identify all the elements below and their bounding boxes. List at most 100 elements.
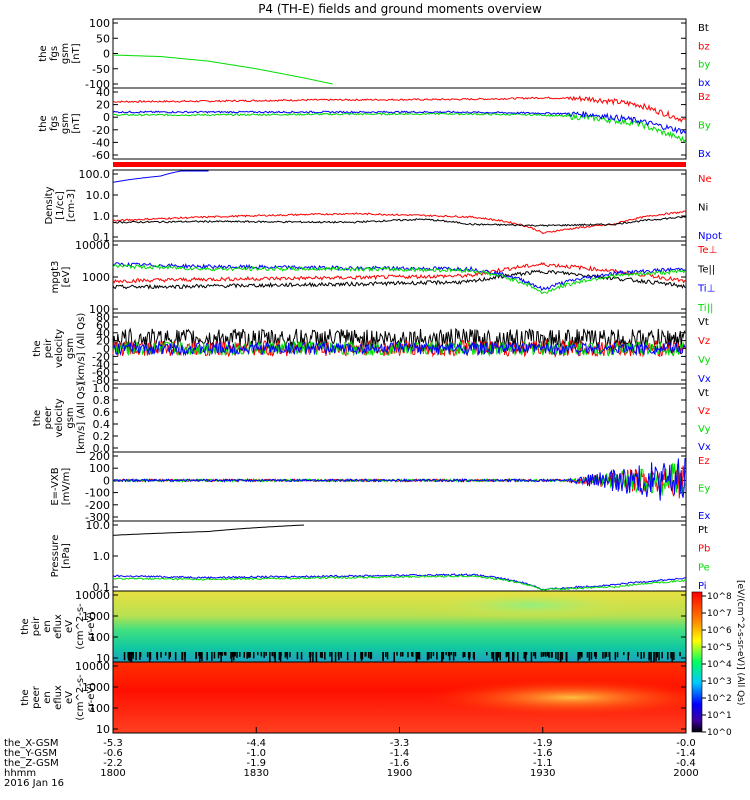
ion-spectrogram-dropout [127,652,129,658]
ion-spectrogram-dropout [367,652,370,658]
ion-spectrogram-dropout [393,652,395,662]
ion-spectrogram-dropout [508,652,510,662]
ion-spectrogram-dropout [135,652,137,661]
ion-spectrogram-dropout [329,652,331,657]
y-axis-label: peir [43,338,54,358]
ion-spectrogram-dropout [309,652,312,662]
ion-spectrogram-dropout [604,652,606,659]
ion-spectrogram-dropout [656,652,658,658]
y-axis-label: fgs [49,116,60,131]
y-axis-label: eV [64,620,75,633]
y-axis-label: sr-eV) [86,612,97,641]
ion-spectrogram-dropout [546,652,549,657]
ion-spectrogram-dropout [233,652,236,657]
x-axis-value: -5.3 [103,738,123,749]
y-tick-label: 10.0 [86,519,111,532]
x-axis-value: -1.6 [533,748,553,759]
ion-spectrogram-dropout [640,652,642,659]
ion-spectrogram-dropout [653,652,655,662]
legend-pressure-3: Pi [698,581,707,592]
y-axis-label: gsm [60,113,71,134]
legend-temp-3: Ti|| [697,303,713,314]
y-tick-label: 60 [96,319,110,332]
ion-spectrogram-dropout [321,652,323,659]
x-axis-row-label: the_Y-GSM [4,748,57,759]
ion-spectrogram-dropout [486,652,488,656]
y-tick-label: 1000 [82,681,110,694]
y-tick-label: 0.0 [93,442,111,455]
legend-density-1: Ni [698,203,708,214]
y-tick-label: -60 [92,149,110,162]
series-fgs_gsm-By [112,112,687,144]
x-axis-value: -1.4 [676,748,696,759]
legend-peir_vel-2: Vy [698,355,711,366]
y-axis-label: en [42,620,53,633]
ion-spectrogram-dropout [198,652,201,659]
ion-spectrogram-dropout [581,652,583,658]
y-tick-label: 10000 [75,239,110,252]
x-axis: the_X-GSM -5.3 -4.4 -3.3 -1.9 -0.0 the_Y-GSM -0… [4,727,699,789]
colorbar-tick-label: 10^0 [707,728,732,738]
ion-spectrogram-dropout [468,652,470,661]
ion-spectrogram-dropout [637,652,639,657]
ion-spectrogram-dropout [452,652,455,661]
ion-spectrogram-dropout [201,652,203,658]
ion-spectrogram-dropout [199,652,202,659]
legend-peer_vel-2: Vy [698,424,711,435]
y-tick-label: 100 [89,17,110,30]
ion-spectrogram-dropout [369,652,372,660]
ion-spectrogram-dropout [499,652,501,661]
y-tick-label: -40 [92,136,110,149]
legend-peir_vel-0: Vt [698,317,709,328]
legend-peer_vel-1: Vz [698,406,710,417]
legend-peir_vel-3: Vx [698,374,711,385]
ion-spectrogram-dropout [454,652,457,657]
y-tick-label: 50 [96,32,110,45]
y-axis-label: E=-VXB [50,467,61,505]
colorbar: 10^8 10^7 10^6 10^5 10^4 10^3 10^2 10^1 10^0 [eV… [691,580,745,738]
ion-spectrogram-dropout [263,652,265,658]
y-axis-label: sr-eV) [86,683,97,712]
ion-spectrogram-dropout [462,652,464,658]
y-tick-label: 0.1 [93,231,111,244]
y-axis-label: gsm [65,407,76,428]
ion-spectrogram-dropout [168,652,170,660]
legend-efield-1: Ey [698,484,710,495]
ion-spectrogram-dropout [450,652,453,656]
x-axis-value: 1930 [530,768,555,779]
ion-spectrogram-dropout [670,652,672,659]
y-tick-label: 80 [96,311,110,324]
y-tick-label: 10 [96,652,110,665]
panel-bar [113,162,686,167]
y-tick-label: 10000 [75,589,110,602]
legend-efield-0: Ez [698,456,710,467]
ion-spectrogram-dropout [602,652,604,659]
series-fgs_gsm-Bx [112,110,687,135]
y-tick-label: -100 [85,78,110,91]
ion-spectrogram-dropout [561,652,564,660]
ion-spectrogram-dropout [534,652,537,659]
ion-spectrogram-dropout [492,652,495,662]
legend-fgs_gsm-0: Bz [698,92,710,103]
y-axis-label: eV [64,691,75,704]
ion-spectrogram-dropout [236,652,238,658]
colorbar-tick-label: 10^5 [707,643,732,653]
ion-spectrogram-dropout [540,652,543,658]
ion-spectrogram-dropout [442,652,445,660]
ion-spectrogram-dropout [231,652,233,662]
ion-spectrogram-dropout [517,652,519,661]
ion-spectrogram-dropout [220,652,222,662]
ion-spectrogram-dropout [149,652,152,660]
y-axis-label: [cm-3] [66,189,77,222]
y-axis-label: [km/s] (All Qs) [76,382,87,454]
legend-temp-0: Te⊥ [697,245,717,256]
y-tick-label: 0.6 [93,406,111,419]
date-label: 2016 Jan 16 [4,778,64,789]
x-axis-value: -1.9 [533,738,553,749]
ion-spectrogram-dropout [260,652,263,657]
ion-spectrogram-dropout [361,652,364,660]
ion-spectrogram-feature [113,591,686,662]
y-axis-label: eflux [53,685,64,710]
ion-spectrogram-dropout [223,652,226,656]
